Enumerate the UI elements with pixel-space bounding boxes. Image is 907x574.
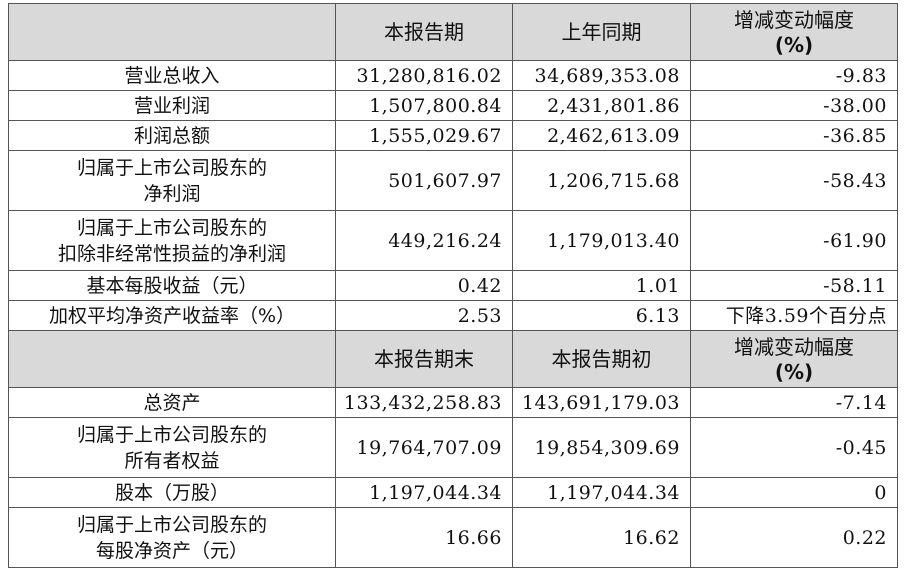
table-row: 归属于上市公司股东的 扣除非经常性损益的净利润 449,216.24 1,179,01… (8, 210, 898, 271)
cell-change: -9.83 (690, 60, 898, 91)
header-col2: 本报告期末 (335, 330, 513, 388)
cell-change: -7.14 (690, 387, 898, 418)
header-row: 本报告期 上年同期 增减变动幅度 (%) (8, 3, 898, 61)
table-row: 加权平均净资产收益率（%） 2.53 6.13 下降3.59个百分点 (8, 300, 898, 331)
table-row: 归属于上市公司股东的 每股净资产（元） 16.66 16.62 0.22 (8, 507, 898, 568)
row-label-line: 利润总额 (133, 124, 210, 147)
row-label: 基本每股收益（元） (8, 270, 336, 301)
header-change-label: 增减变动幅度 (734, 8, 854, 32)
cell-change: 0 (690, 477, 898, 508)
table-row: 归属于上市公司股东的 所有者权益 19,764,707.09 19,854,309.6… (8, 417, 898, 478)
row-label-line: 归属于上市公司股东的 (76, 513, 267, 536)
header-change-unit: (%) (774, 360, 814, 384)
cell-change: -36.85 (690, 120, 898, 151)
cell-current: 31,280,816.02 (335, 60, 513, 91)
table-row: 归属于上市公司股东的 净利润 501,607.97 1,206,715.68 -58.4… (8, 150, 898, 211)
header-change: 增减变动幅度 (%) (690, 330, 898, 388)
cell-change: -58.43 (690, 150, 898, 211)
header-col1 (8, 330, 336, 388)
row-label-line: 归属于上市公司股东的 (76, 216, 267, 239)
row-label-line: 营业总收入 (124, 64, 220, 87)
cell-current: 1,555,029.67 (335, 120, 513, 151)
cell-change: 下降3.59个百分点 (690, 300, 898, 331)
cell-change: -58.11 (690, 270, 898, 301)
cell-current: 2.53 (335, 300, 513, 331)
cell-prior: 34,689,353.08 (512, 60, 691, 91)
row-label-line: 营业利润 (133, 94, 210, 117)
row-label: 归属于上市公司股东的 扣除非经常性损益的净利润 (8, 210, 336, 271)
row-label-line: 所有者权益 (124, 449, 220, 472)
cell-prior: 6.13 (512, 300, 691, 331)
header-change-label: 增减变动幅度 (734, 335, 854, 359)
cell-current: 133,432,258.83 (335, 387, 513, 418)
cell-prior: 19,854,309.69 (512, 417, 691, 478)
cell-change: 0.22 (690, 507, 898, 568)
table-row: 营业总收入 31,280,816.02 34,689,353.08 -9.83 (8, 60, 898, 91)
cell-current: 16.66 (335, 507, 513, 568)
financial-summary-table: 本报告期 上年同期 增减变动幅度 (%) 营业总收入 31,280,816.02 34,68… (8, 3, 898, 568)
cell-prior: 2,462,613.09 (512, 120, 691, 151)
cell-current: 19,764,707.09 (335, 417, 513, 478)
row-label-line: 扣除非经常性损益的净利润 (57, 242, 286, 265)
cell-prior: 143,691,179.03 (512, 387, 691, 418)
row-label-line: 股本（万股） (114, 481, 229, 504)
row-label: 加权平均净资产收益率（%） (8, 300, 336, 331)
row-label-line: 归属于上市公司股东的 (76, 156, 267, 179)
row-label-line: 每股净资产（元） (95, 539, 248, 562)
cell-change: -61.90 (690, 210, 898, 271)
cell-current: 0.42 (335, 270, 513, 301)
cell-prior: 1.01 (512, 270, 691, 301)
row-label: 归属于上市公司股东的 净利润 (8, 150, 336, 211)
row-label-line: 加权平均净资产收益率（%） (48, 304, 296, 327)
cell-prior: 2,431,801.86 (512, 90, 691, 121)
row-label: 营业总收入 (8, 60, 336, 91)
cell-prior: 1,206,715.68 (512, 150, 691, 211)
table-row: 基本每股收益（元） 0.42 1.01 -58.11 (8, 270, 898, 301)
table-row: 总资产 133,432,258.83 143,691,179.03 -7.14 (8, 387, 898, 418)
row-label-line: 基本每股收益（元） (86, 274, 258, 297)
cell-prior: 16.62 (512, 507, 691, 568)
header-col1 (8, 3, 336, 61)
cell-current: 449,216.24 (335, 210, 513, 271)
row-label: 归属于上市公司股东的 所有者权益 (8, 417, 336, 478)
header-row: 本报告期末 本报告期初 增减变动幅度 (%) (8, 330, 898, 388)
table-row: 股本（万股） 1,197,044.34 1,197,044.34 0 (8, 477, 898, 508)
cell-prior: 1,197,044.34 (512, 477, 691, 508)
header-col3: 本报告期初 (512, 330, 691, 388)
row-label: 股本（万股） (8, 477, 336, 508)
row-label-line: 归属于上市公司股东的 (76, 423, 267, 446)
row-label: 归属于上市公司股东的 每股净资产（元） (8, 507, 336, 568)
table-row: 营业利润 1,507,800.84 2,431,801.86 -38.00 (8, 90, 898, 121)
cell-prior: 1,179,013.40 (512, 210, 691, 271)
cell-current: 1,197,044.34 (335, 477, 513, 508)
header-change: 增减变动幅度 (%) (690, 3, 898, 61)
cell-change: -0.45 (690, 417, 898, 478)
header-col2: 本报告期 (335, 3, 513, 61)
row-label: 营业利润 (8, 90, 336, 121)
cell-current: 501,607.97 (335, 150, 513, 211)
cell-change: -38.00 (690, 90, 898, 121)
row-label-line: 净利润 (143, 182, 201, 205)
table-row: 利润总额 1,555,029.67 2,462,613.09 -36.85 (8, 120, 898, 151)
header-change-unit: (%) (774, 33, 814, 57)
row-label: 总资产 (8, 387, 336, 418)
header-col3: 上年同期 (512, 3, 691, 61)
cell-current: 1,507,800.84 (335, 90, 513, 121)
row-label: 利润总额 (8, 120, 336, 151)
row-label-line: 总资产 (143, 391, 201, 414)
